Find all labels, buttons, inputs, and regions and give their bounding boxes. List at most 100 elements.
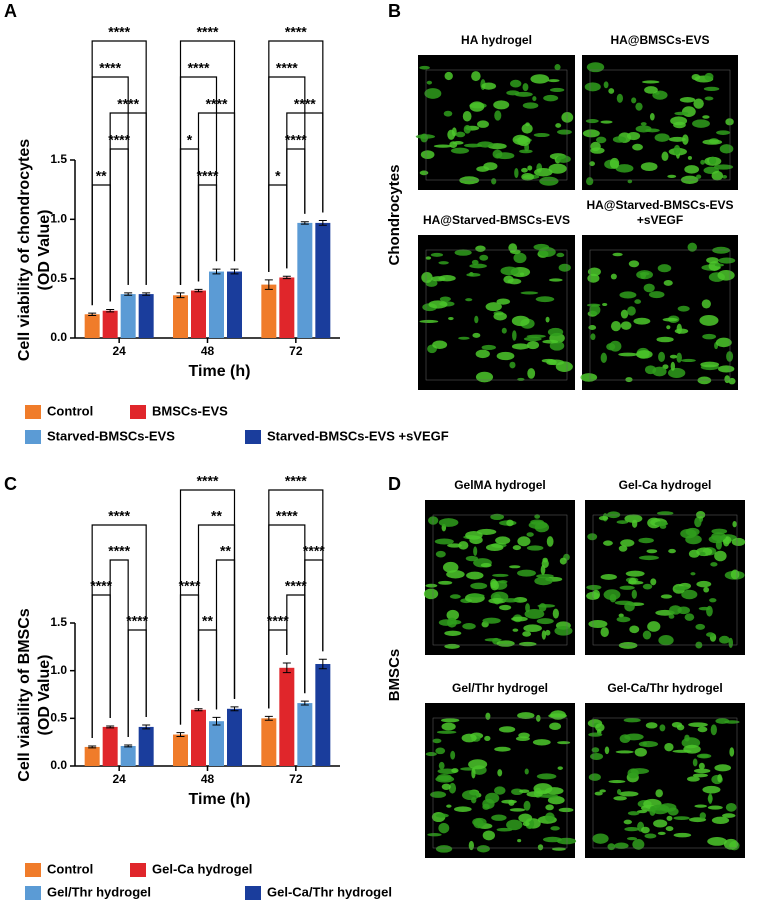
cell-signal — [532, 739, 551, 746]
cell-signal — [650, 578, 657, 586]
cell-signal — [681, 106, 696, 117]
cell-signal — [547, 796, 565, 805]
cell-signal — [708, 261, 721, 271]
significance-label: **** — [179, 578, 201, 594]
bar — [102, 726, 118, 766]
y-axis-title: Cell viability of BMSCs (OD Value) — [16, 608, 53, 781]
cell-signal — [609, 340, 622, 352]
cell-signal — [517, 377, 525, 381]
cell-signal — [691, 73, 701, 81]
cell-signal — [494, 786, 506, 795]
cell-signal — [717, 269, 735, 281]
cell-signal — [607, 843, 616, 851]
image-title: HA hydrogel — [461, 33, 532, 47]
significance-bracket — [127, 629, 147, 738]
image-title: +sVEGF — [637, 213, 683, 227]
cell-signal — [430, 252, 444, 257]
cell-signal — [612, 252, 623, 257]
cell-signal — [458, 541, 469, 550]
error-bar — [106, 725, 115, 729]
cell-signal — [548, 163, 567, 174]
image-frame — [432, 717, 568, 849]
cell-signal — [634, 747, 647, 757]
cell-signal — [718, 257, 736, 264]
significance-label: **** — [108, 132, 130, 148]
cell-signal — [481, 344, 496, 351]
legend-label: Starved-BMSCs-EVS — [47, 428, 175, 443]
cell-signal — [642, 80, 660, 84]
cell-signal — [669, 354, 678, 359]
cell-signal — [711, 170, 723, 181]
significance-label: **** — [99, 60, 121, 76]
cell-signal — [584, 82, 601, 92]
significance-label: **** — [276, 508, 298, 524]
cell-signal — [506, 519, 514, 527]
cell-signal — [608, 88, 615, 94]
cell-signal — [469, 263, 487, 269]
cell-signal — [523, 624, 542, 633]
bar — [173, 734, 188, 766]
cell-signal — [684, 734, 690, 742]
cell-signal — [493, 312, 507, 321]
panel-label: A — [4, 1, 17, 21]
cell-signal — [545, 629, 551, 636]
image-frame — [432, 514, 568, 646]
y-tick-label: 0.0 — [50, 330, 67, 344]
cell-signal — [703, 86, 720, 91]
image-title: HA@Starved-BMSCs-EVS — [586, 198, 733, 212]
cell-signal — [613, 796, 627, 801]
cell-signal — [644, 833, 657, 839]
cell-signal — [653, 819, 668, 828]
error-bar — [142, 724, 151, 730]
significance-label: **** — [188, 60, 210, 76]
bar — [227, 708, 242, 766]
y-tick-label: 1.5 — [50, 615, 67, 629]
cell-signal — [500, 266, 519, 276]
image-title: Gel/Thr hydrogel — [452, 681, 548, 695]
cell-signal — [588, 324, 597, 331]
legend-label: Gel/Thr hydrogel — [47, 884, 151, 899]
cell-signal — [435, 813, 449, 818]
cell-signal — [444, 643, 460, 649]
cell-signal — [692, 758, 698, 767]
error-bar — [176, 732, 185, 737]
cell-signal — [438, 580, 453, 585]
cell-signal — [652, 90, 668, 100]
cell-signal — [484, 735, 491, 741]
cell-signal — [699, 315, 719, 326]
cell-signal — [555, 123, 562, 128]
cell-signal — [490, 578, 498, 589]
cell-signal — [684, 613, 695, 621]
cell-signal — [707, 837, 727, 846]
cell-signal — [599, 789, 606, 793]
bar — [209, 271, 224, 338]
cell-signal — [461, 733, 477, 743]
cell-signal — [536, 773, 557, 780]
cell-signal — [699, 812, 706, 820]
cell-signal — [476, 528, 497, 535]
cell-signal — [450, 750, 456, 760]
cell-signal — [623, 819, 632, 825]
bar — [173, 295, 188, 338]
cell-signal — [610, 273, 617, 280]
cell-signal — [647, 621, 661, 632]
image-frame — [592, 514, 738, 646]
cell-signal — [707, 805, 723, 810]
cell-signal — [552, 608, 559, 619]
significance-bracket — [91, 40, 147, 306]
cell-signal — [696, 753, 712, 759]
image-frame — [425, 69, 568, 181]
cell-signal — [664, 742, 674, 752]
cell-signal — [426, 80, 433, 85]
cell-signal — [539, 176, 559, 186]
cell-signal — [549, 87, 565, 92]
cell-signal — [666, 815, 673, 821]
cell-signal — [454, 806, 472, 813]
cell-signal — [425, 256, 432, 260]
significance-label: **** — [90, 578, 112, 594]
cell-signal — [441, 722, 456, 731]
cell-signal — [425, 752, 437, 757]
y-tick-label: 1.0 — [50, 663, 67, 677]
cell-signal — [618, 545, 628, 552]
cell-signal — [710, 562, 718, 567]
